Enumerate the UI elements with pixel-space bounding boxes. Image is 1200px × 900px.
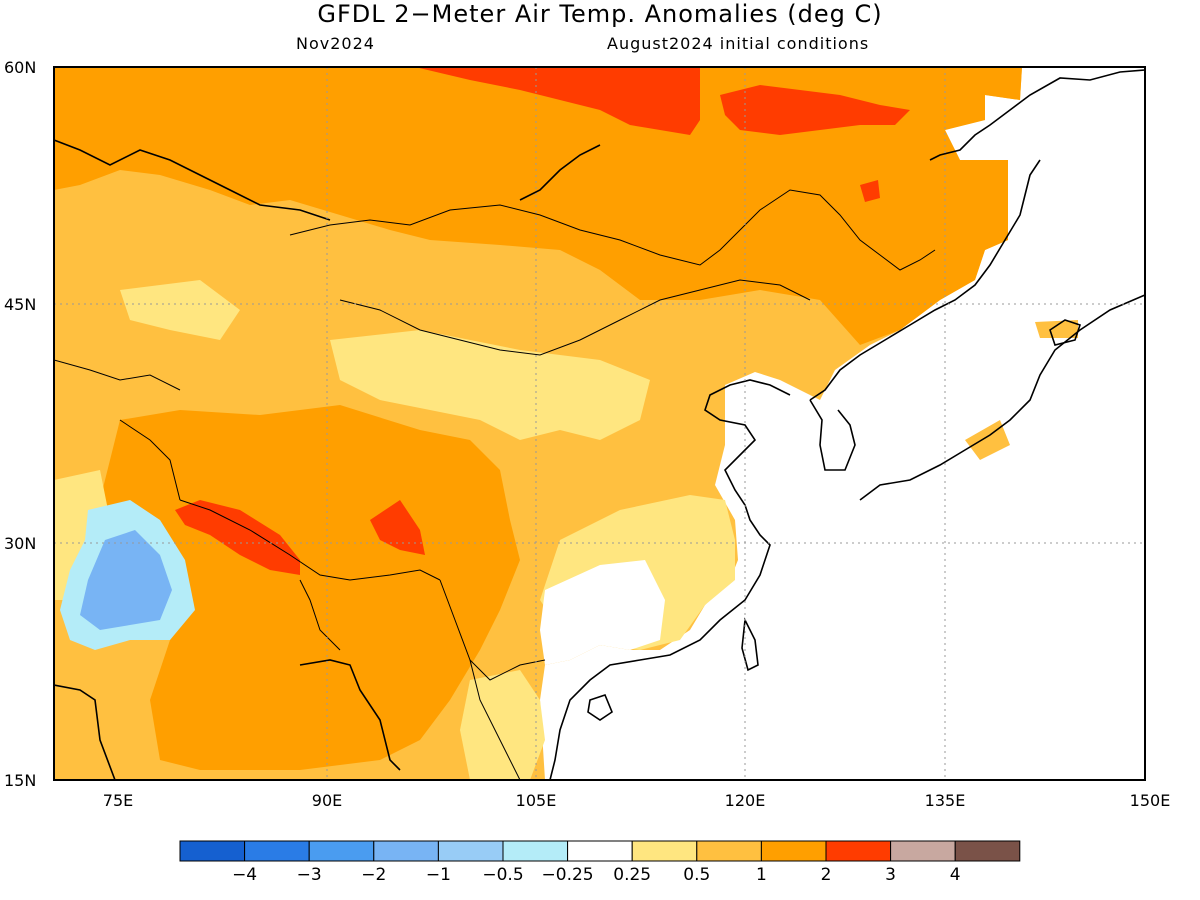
lat-tick-label: 30N: [4, 534, 36, 553]
colorbar-swatch: [890, 840, 956, 862]
anomaly-2c-region: [54, 67, 1022, 345]
colorbar-label: 0.5: [683, 865, 710, 885]
anomaly-3c-northeast: [720, 85, 910, 135]
anomaly-0-5c-west: [54, 470, 110, 600]
colorbar-swatch: [696, 840, 762, 862]
forecast-month: Nov2024: [296, 34, 375, 53]
anomaly-japan: [965, 420, 1010, 460]
coastlines: [54, 69, 1145, 780]
colorbar-swatch: [373, 840, 439, 862]
lon-axis: 75E 90E 105E 120E 135E 150E: [103, 791, 1171, 810]
anomaly-3c-small: [860, 180, 880, 202]
anomaly-0-5c-kaz: [120, 280, 240, 340]
colorbar-swatch: [567, 840, 633, 862]
anomaly-3c-himalaya: [175, 500, 300, 575]
initial-conditions: August2024 initial conditions: [607, 34, 870, 53]
graticule: [54, 67, 1145, 780]
lat-tick-label: 60N: [4, 58, 36, 77]
colorbar-swatch: [760, 840, 827, 862]
country-borders: [54, 189, 936, 780]
anomaly-tibet-region: [100, 405, 520, 770]
lon-tick-label: 135E: [925, 791, 966, 810]
anomaly-indochina: [460, 670, 545, 780]
colorbar-swatch: [502, 840, 569, 862]
colorbar-label: −4: [232, 865, 257, 885]
anomaly-3c-north: [415, 67, 700, 135]
colorbar-swatch: [954, 840, 1021, 862]
colorbar-label: −0.5: [482, 865, 523, 885]
cool-anomaly-core: [80, 530, 172, 630]
colorbar-swatch: [437, 840, 504, 862]
colorbar-swatch: [631, 840, 698, 862]
colorbar: −4 −3 −2 −1 −0.5 −0.25 0.25 0.5 1 2 3 4: [179, 840, 1021, 885]
lon-tick-label: 120E: [725, 791, 766, 810]
lat-tick-label: 15N: [4, 771, 36, 790]
anomaly-3c-tibet: [370, 500, 425, 555]
colorbar-label: −3: [297, 865, 322, 885]
colorbar-label: 0.25: [613, 865, 651, 885]
colorbar-label: −1: [426, 865, 451, 885]
colorbar-label: −0.25: [542, 865, 594, 885]
colorbar-label: 1: [756, 865, 767, 885]
colorbar-swatch: [825, 840, 892, 862]
anomaly-0-5c-central: [330, 330, 650, 440]
lon-tick-label: 75E: [103, 791, 133, 810]
anomaly-hokkaido: [1035, 320, 1078, 338]
colorbar-swatch: [308, 840, 375, 862]
colorbar-label: 2: [821, 865, 832, 885]
lon-tick-label: 150E: [1130, 791, 1171, 810]
lon-tick-label: 90E: [312, 791, 342, 810]
colorbar-label: 3: [885, 865, 896, 885]
map-title: GFDL 2−Meter Air Temp. Anomalies (deg C): [317, 0, 883, 28]
colorbar-swatch: [244, 840, 310, 862]
lon-tick-label: 105E: [516, 791, 557, 810]
colorbar-swatch: [179, 840, 246, 862]
near-normal-south-china: [540, 560, 665, 665]
anomaly-field: [54, 67, 1145, 780]
colorbar-label: 4: [950, 865, 961, 885]
lat-axis: 60N 45N 30N 15N: [4, 58, 36, 790]
colorbar-label: −2: [361, 865, 386, 885]
plot-frame: [53, 66, 1146, 781]
lat-tick-label: 45N: [4, 295, 36, 314]
